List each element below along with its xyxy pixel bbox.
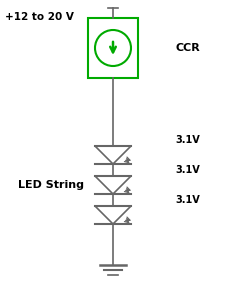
Bar <box>88 18 138 78</box>
Text: CCR: CCR <box>175 43 200 53</box>
Text: 3.1V: 3.1V <box>175 195 200 205</box>
Text: 3.1V: 3.1V <box>175 165 200 175</box>
Polygon shape <box>95 146 131 164</box>
Text: LED String: LED String <box>18 180 84 190</box>
Polygon shape <box>95 176 131 194</box>
Text: 3.1V: 3.1V <box>175 135 200 145</box>
Text: +12 to 20 V: +12 to 20 V <box>5 12 74 22</box>
Polygon shape <box>95 206 131 224</box>
